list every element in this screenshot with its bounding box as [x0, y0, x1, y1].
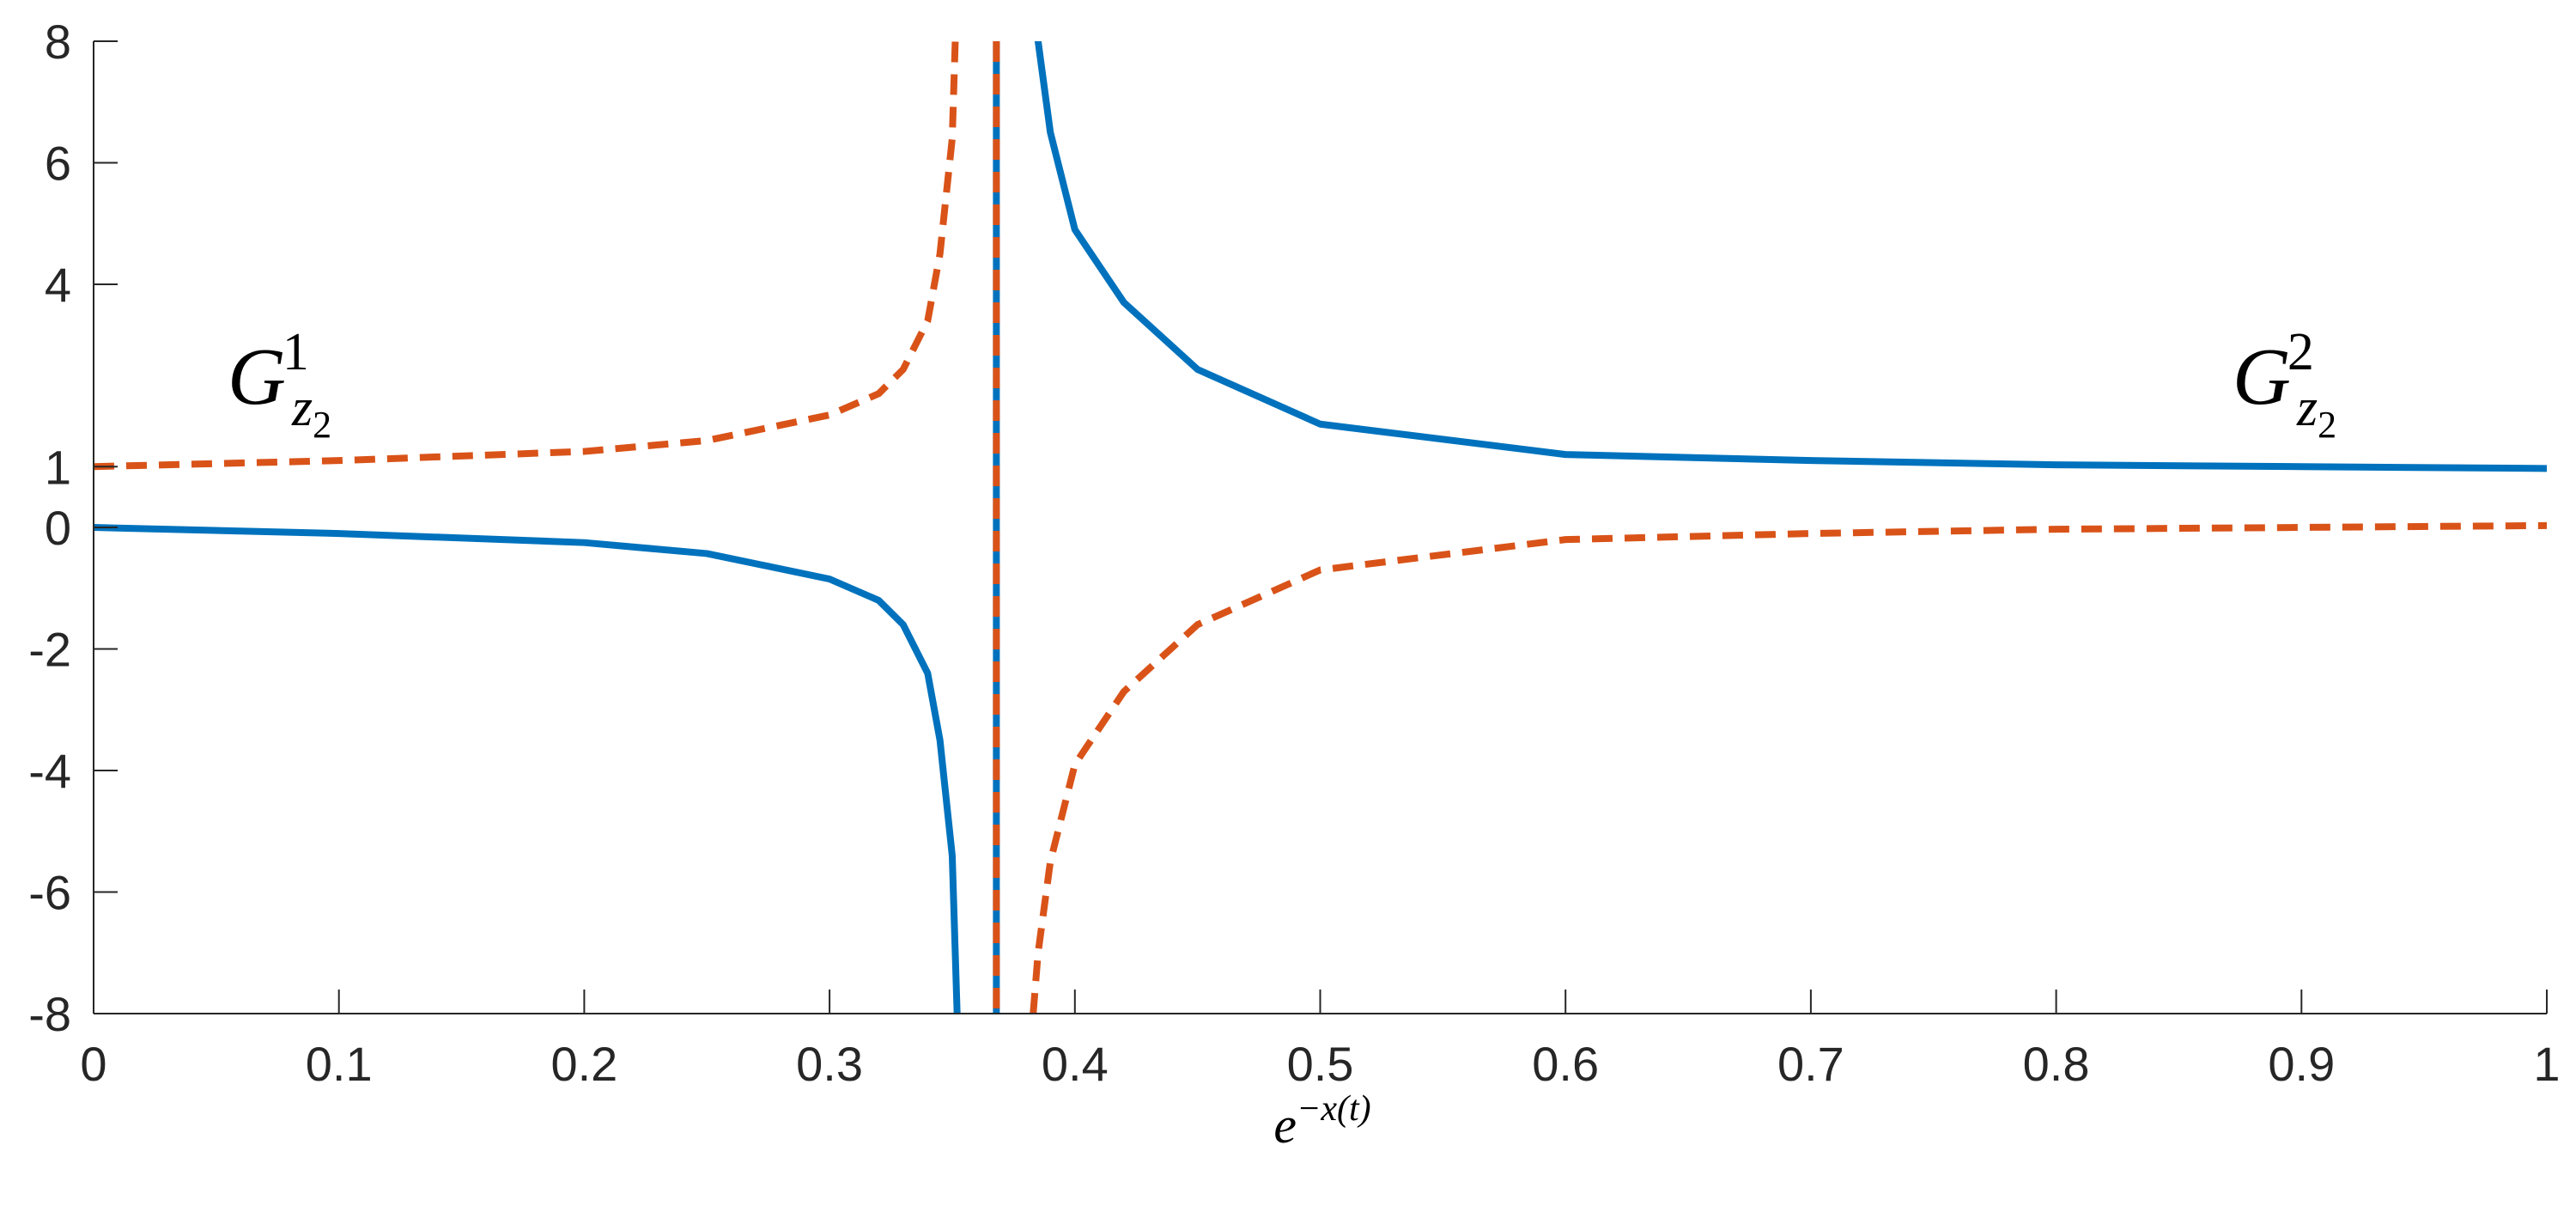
x-tick-label: 0.7: [1777, 1037, 1844, 1091]
y-tick-label: 1: [45, 440, 71, 494]
series-line: [94, 41, 2547, 1014]
x-label-superscript: −x(t): [1297, 1089, 1371, 1129]
y-tick-label: 0: [45, 501, 71, 555]
x-tick-label: 0.3: [796, 1037, 863, 1091]
y-tick-label: 4: [45, 258, 71, 312]
annotation: G1 z2: [228, 323, 331, 446]
x-axis-label: e−x(t): [1273, 1089, 1370, 1154]
y-tick-label: -6: [28, 866, 71, 920]
annotation-subscript: z: [291, 379, 313, 437]
y-tick-label: -4: [28, 744, 71, 798]
x-tick-label: 0.4: [1042, 1037, 1109, 1091]
y-tick-label: 8: [45, 15, 71, 69]
annotation-subscript: z: [2296, 379, 2318, 437]
y-tick-label: 6: [45, 137, 71, 191]
x-tick-label: 0: [80, 1037, 106, 1091]
x-tick-label: 0.6: [1532, 1037, 1599, 1091]
series-line: [94, 41, 2547, 1014]
x-tick-label: 0.2: [550, 1037, 617, 1091]
annotation: G2 z2: [2233, 323, 2336, 446]
annotation-subscript-index: 2: [2318, 404, 2336, 446]
x-tick-label: 1: [2533, 1037, 2560, 1091]
x-tick-label: 0.5: [1287, 1037, 1354, 1091]
plot-area: [94, 41, 2547, 1014]
x-label-base: e: [1273, 1097, 1297, 1154]
y-tick-label: -8: [28, 987, 71, 1041]
x-tick-label: 0.8: [2023, 1037, 2090, 1091]
annotation-base: G: [2233, 332, 2291, 422]
x-tick-label: 0.9: [2268, 1037, 2335, 1091]
annotation-base: G: [228, 332, 286, 422]
x-tick-label: 0.1: [306, 1037, 373, 1091]
annotation-subscript-index: 2: [313, 404, 331, 446]
y-tick-label: -2: [28, 623, 71, 677]
annotation-superscript: 2: [2287, 323, 2314, 381]
annotation-superscript: 1: [283, 323, 309, 381]
